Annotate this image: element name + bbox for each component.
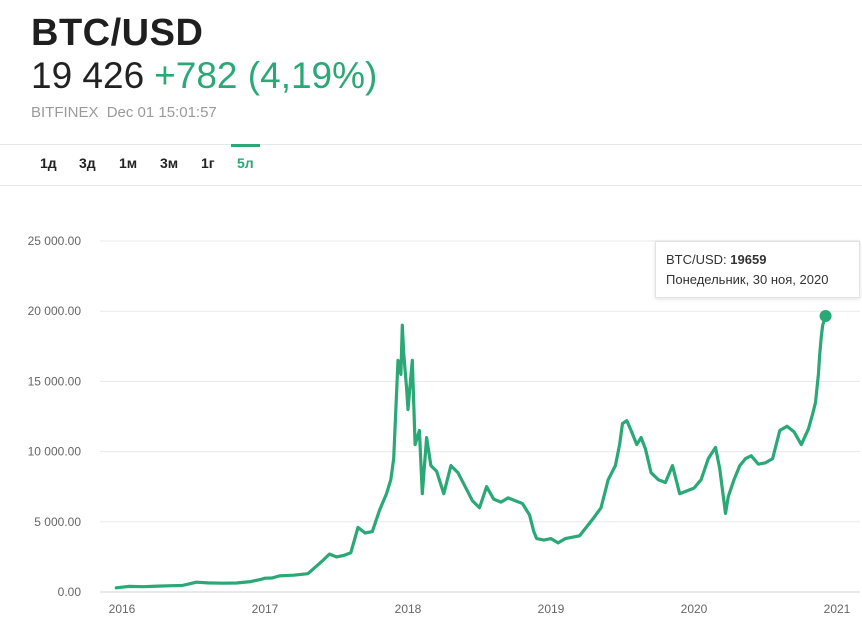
tooltip-date: Понедельник, 30 ноя, 2020: [666, 272, 829, 287]
x-tick-label: 2018: [395, 602, 422, 616]
chart-tooltip: BTC/USD: 19659 Понедельник, 30 ноя, 2020: [655, 241, 860, 298]
quote-source: BITFINEX Dec 01 15:01:57: [31, 104, 217, 121]
tab-1y[interactable]: 1г: [201, 155, 215, 171]
x-tick-label: 2016: [109, 602, 136, 616]
chart-grid: [100, 240, 860, 593]
price-row: 19 426 +782 (4,19%): [31, 55, 377, 97]
tooltip-series-label: BTC/USD:: [666, 252, 727, 267]
y-axis-ticks: 0.00 5 000.00 10 000.00 15 000.00 20 000.00 2…: [28, 234, 82, 599]
tab-3d[interactable]: 3д: [79, 155, 96, 171]
y-tick-label: 5 000.00: [34, 515, 81, 529]
y-tick-label: 20 000.00: [28, 304, 82, 318]
tab-1m[interactable]: 1м: [119, 155, 138, 171]
pair-title: BTC/USD: [31, 12, 204, 54]
period-tabs: 1д 3д 1м 3м 1г 5л: [0, 144, 862, 186]
current-price: 19 426: [31, 55, 145, 96]
x-axis-ticks: 2016 2017 2018 2019 2020 2021: [109, 602, 851, 616]
y-tick-label: 15 000.00: [28, 374, 82, 388]
price-chart[interactable]: 0.00 5 000.00 10 000.00 15 000.00 20 000.00 2…: [0, 190, 862, 633]
y-tick-label: 0.00: [58, 585, 82, 599]
tab-3m[interactable]: 3м: [160, 155, 179, 171]
x-tick-label: 2021: [824, 602, 851, 616]
x-tick-label: 2019: [538, 602, 565, 616]
y-tick-label: 10 000.00: [28, 445, 82, 459]
tab-5y[interactable]: 5л: [231, 144, 260, 182]
exchange-name: BITFINEX: [31, 104, 99, 121]
last-point-marker: [819, 309, 832, 322]
x-tick-label: 2020: [681, 602, 708, 616]
series-line-btc-usd: [114, 314, 828, 590]
tooltip-value-line: BTC/USD: 19659: [666, 250, 849, 270]
quote-datetime: Dec 01 15:01:57: [106, 104, 217, 121]
price-change: +782 (4,19%): [154, 55, 378, 96]
x-tick-label: 2017: [252, 602, 279, 616]
tooltip-value: 19659: [730, 252, 767, 267]
y-tick-label: 25 000.00: [28, 234, 82, 248]
tab-1d[interactable]: 1д: [40, 155, 57, 171]
